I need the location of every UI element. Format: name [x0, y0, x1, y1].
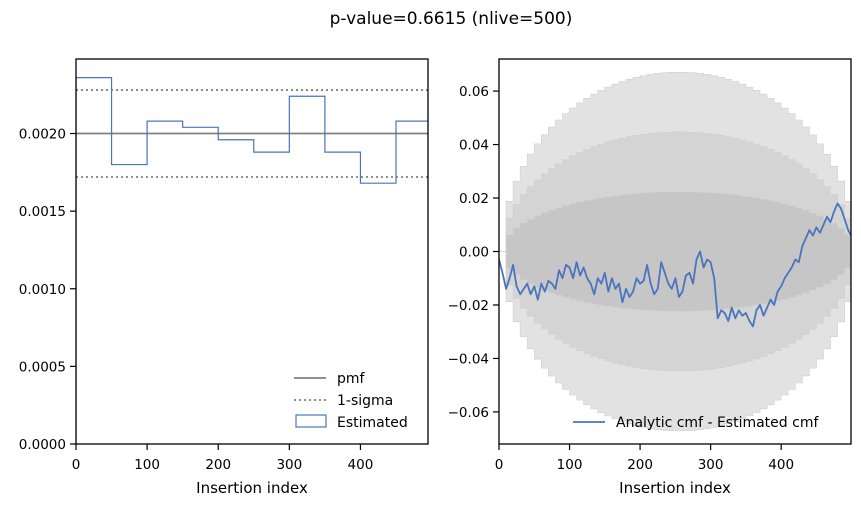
- left-panel: 0 100 200 300 400 0.00000.00050.00100.00150.…: [19, 58, 429, 497]
- left-y-tick-label: 0.0005: [19, 359, 66, 375]
- left-y-tick-label: 0.0010: [19, 282, 66, 298]
- left-y-tick-label: 0.0015: [19, 204, 66, 220]
- right-x-tick-label: 200: [627, 457, 653, 473]
- right-x-axis-label: Insertion index: [619, 479, 731, 497]
- left-x-axis-label: Insertion index: [196, 479, 308, 497]
- legend-estimated-swatch: [295, 414, 327, 428]
- right-y-tick-label: 0.06: [459, 84, 489, 100]
- legend-pmf-label: pmf: [337, 371, 366, 387]
- left-plot-area: [76, 77, 428, 444]
- right-y-tick-label: −0.04: [448, 351, 489, 367]
- sigma-band-1: [499, 191, 851, 312]
- right-y-tick-label: −0.02: [448, 298, 489, 314]
- left-x-ticks: 0 100 200 300 400: [72, 444, 374, 473]
- right-x-tick-label: 0: [495, 457, 504, 473]
- left-x-tick-label: 400: [348, 457, 374, 473]
- right-y-tick-label: 0.04: [459, 138, 489, 154]
- right-y-tick-label: −0.06: [448, 405, 489, 421]
- estimated-histogram: [76, 77, 428, 444]
- right-y-tick-label: 0.02: [459, 191, 489, 207]
- right-panel: 0 100 200 300 400 −0.06 −0.04 −0.02 0.00 0.02 0.0…: [448, 58, 852, 497]
- right-x-ticks: 0 100 200 300 400: [495, 444, 794, 473]
- legend-sigma-label: 1-sigma: [337, 393, 393, 409]
- left-y-ticks: 0.0000 0.0005 0.0010 0.0015 0.0020: [19, 127, 76, 453]
- right-y-ticks: −0.06 −0.04 −0.02 0.00 0.02 0.04 0.06: [448, 84, 499, 421]
- left-legend: pmf 1-sigma Estimated: [294, 371, 408, 431]
- right-legend: Analytic cmf - Estimated cmf: [573, 415, 819, 431]
- left-y-tick-label: 0.0020: [19, 127, 66, 143]
- left-x-tick-label: 0: [72, 457, 81, 473]
- legend-estimated-label: Estimated: [337, 415, 408, 431]
- left-x-tick-label: 300: [276, 457, 302, 473]
- left-axes-frame: [75, 58, 429, 445]
- legend-cmf-label: Analytic cmf - Estimated cmf: [616, 415, 819, 431]
- figure-title: p-value=0.6615 (nlive=500): [330, 9, 573, 29]
- right-x-tick-label: 100: [557, 457, 583, 473]
- left-x-tick-label: 200: [205, 457, 231, 473]
- left-x-tick-label: 100: [134, 457, 160, 473]
- cmf-difference-line: [499, 202, 851, 328]
- right-plot-area: [499, 71, 851, 432]
- right-x-tick-label: 400: [768, 457, 794, 473]
- right-y-tick-label: 0.00: [459, 245, 489, 261]
- right-x-tick-label: 300: [698, 457, 724, 473]
- left-y-tick-label: 0.0000: [19, 437, 66, 453]
